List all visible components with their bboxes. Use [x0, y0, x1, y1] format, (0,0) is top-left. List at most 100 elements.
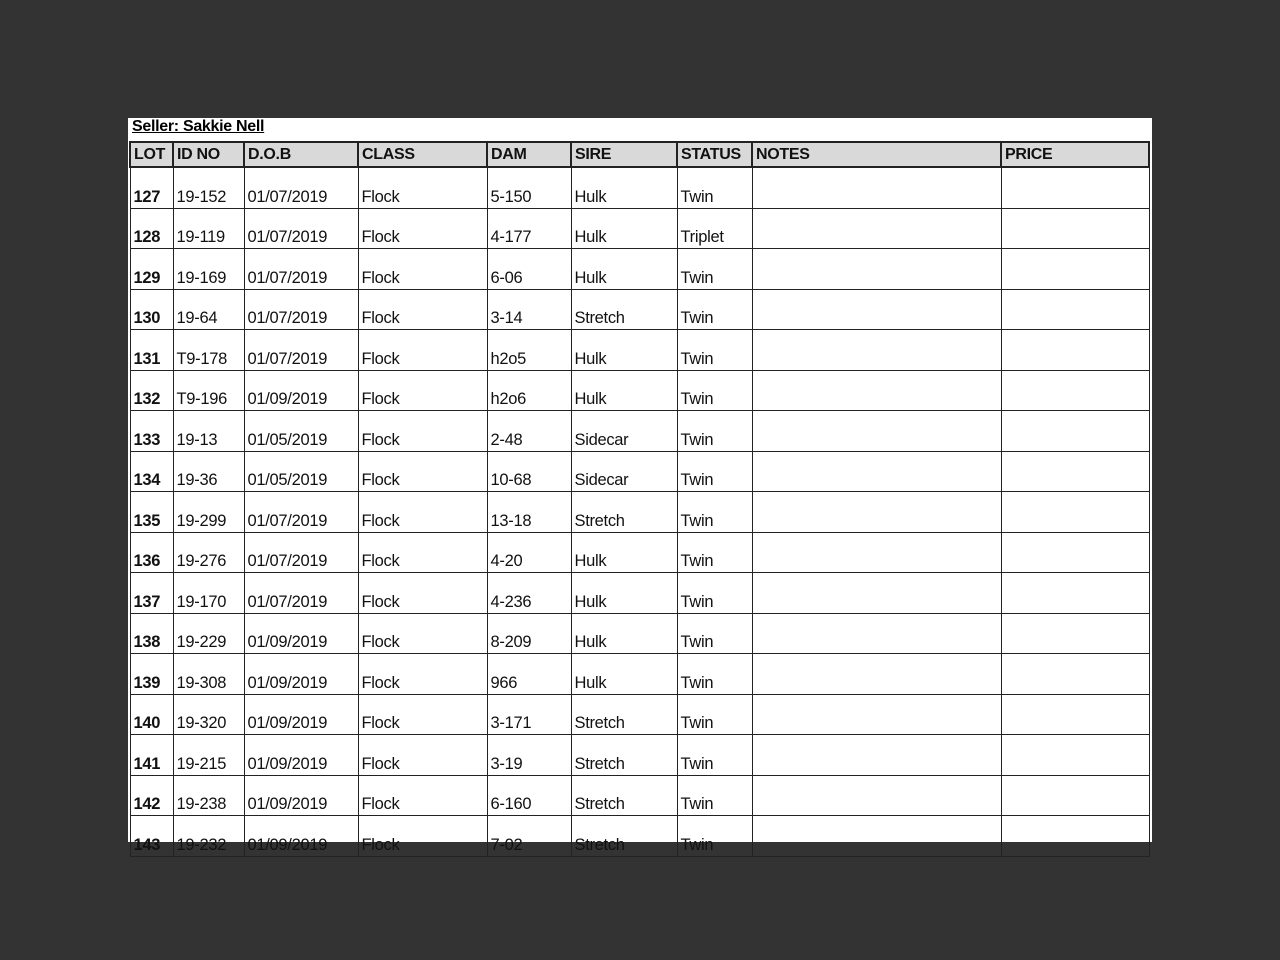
cell-dam: 966 — [486, 653, 572, 695]
cell-sire: Stretch — [570, 734, 678, 776]
cell-sire: Hulk — [570, 369, 678, 411]
cell-lot: 136 — [129, 531, 174, 573]
cell-status: Twin — [676, 288, 753, 330]
cell-lot: 127 — [129, 166, 174, 209]
cell-status: Twin — [676, 410, 753, 452]
cell-dob: 01/07/2019 — [243, 329, 359, 371]
cell-sire: Stretch — [570, 288, 678, 330]
cell-class: Flock — [357, 329, 488, 371]
cell-status: Twin — [676, 734, 753, 776]
cell-dob: 01/09/2019 — [243, 653, 359, 695]
cell-sire: Sidecar — [570, 450, 678, 492]
cell-id-no: 19-64 — [172, 288, 245, 330]
cell-notes — [751, 572, 1002, 614]
cell-class: Flock — [357, 207, 488, 249]
cell-class: Flock — [357, 166, 488, 209]
cell-dob: 01/07/2019 — [243, 166, 359, 209]
cell-dam: h2o5 — [486, 329, 572, 371]
cell-price — [1000, 531, 1150, 573]
cell-dob: 01/07/2019 — [243, 288, 359, 330]
cell-dam: 10-68 — [486, 450, 572, 492]
cell-lot: 143 — [129, 815, 174, 857]
cell-class: Flock — [357, 612, 488, 654]
column-header-status: STATUS — [676, 141, 753, 168]
cell-sire: Hulk — [570, 531, 678, 573]
cell-price — [1000, 491, 1150, 533]
cell-sire: Stretch — [570, 693, 678, 735]
cell-status: Twin — [676, 612, 753, 654]
cell-dob: 01/09/2019 — [243, 369, 359, 411]
cell-status: Twin — [676, 653, 753, 695]
cell-status: Twin — [676, 450, 753, 492]
table-row: 130 19-64 01/07/2019 Flock 3-14 Stretch Twin — [129, 288, 1150, 330]
cell-notes — [751, 410, 1002, 452]
table-row: 139 19-308 01/09/2019 Flock 966 Hulk Twin — [129, 653, 1150, 695]
cell-dam: 7-02 — [486, 815, 572, 857]
cell-lot: 137 — [129, 572, 174, 614]
cell-dam: 4-20 — [486, 531, 572, 573]
table-row: 136 19-276 01/07/2019 Flock 4-20 Hulk Twin — [129, 531, 1150, 573]
cell-price — [1000, 410, 1150, 452]
cell-dam: 8-209 — [486, 612, 572, 654]
cell-status: Twin — [676, 815, 753, 857]
cell-status: Twin — [676, 693, 753, 735]
column-header-notes: NOTES — [751, 141, 1002, 168]
cell-dob: 01/09/2019 — [243, 774, 359, 816]
cell-id-no: 19-215 — [172, 734, 245, 776]
cell-status: Twin — [676, 248, 753, 290]
cell-id-no: 19-169 — [172, 248, 245, 290]
cell-status: Twin — [676, 369, 753, 411]
cell-notes — [751, 491, 1002, 533]
cell-id-no: 19-229 — [172, 612, 245, 654]
cell-price — [1000, 774, 1150, 816]
cell-class: Flock — [357, 572, 488, 614]
cell-dob: 01/09/2019 — [243, 693, 359, 735]
table-row: 134 19-36 01/05/2019 Flock 10-68 Sidecar Twin — [129, 450, 1150, 492]
column-header-class: CLASS — [357, 141, 488, 168]
column-header-sire: SIRE — [570, 141, 678, 168]
cell-dam: 2-48 — [486, 410, 572, 452]
cell-class: Flock — [357, 248, 488, 290]
table-row: 129 19-169 01/07/2019 Flock 6-06 Hulk Twin — [129, 248, 1150, 290]
cell-notes — [751, 612, 1002, 654]
cell-dob: 01/05/2019 — [243, 450, 359, 492]
cell-dam: 6-160 — [486, 774, 572, 816]
cell-dam: 4-236 — [486, 572, 572, 614]
cell-id-no: 19-276 — [172, 531, 245, 573]
cell-dam: 5-150 — [486, 166, 572, 209]
cell-class: Flock — [357, 774, 488, 816]
cell-sire: Hulk — [570, 653, 678, 695]
cell-dam: 3-19 — [486, 734, 572, 776]
cell-dam: 6-06 — [486, 248, 572, 290]
column-header-dob: D.O.B — [243, 141, 359, 168]
cell-lot: 134 — [129, 450, 174, 492]
cell-price — [1000, 693, 1150, 735]
table-row: 141 19-215 01/09/2019 Flock 3-19 Stretch Twin — [129, 734, 1150, 776]
cell-sire: Hulk — [570, 248, 678, 290]
cell-price — [1000, 815, 1150, 857]
cell-dam: 13-18 — [486, 491, 572, 533]
cell-price — [1000, 653, 1150, 695]
cell-lot: 133 — [129, 410, 174, 452]
table-row: 143 19-232 01/09/2019 Flock 7-02 Stretch Twin — [129, 815, 1150, 857]
cell-dob: 01/07/2019 — [243, 248, 359, 290]
cell-sire: Hulk — [570, 612, 678, 654]
cell-status: Twin — [676, 491, 753, 533]
cell-id-no: 19-36 — [172, 450, 245, 492]
cell-price — [1000, 450, 1150, 492]
document-sheet: Seller: Sakkie Nell LOT ID NO D.O.B CLASS DA… — [128, 118, 1152, 857]
cell-id-no: 19-308 — [172, 653, 245, 695]
cell-notes — [751, 166, 1002, 209]
table-row: 137 19-170 01/07/2019 Flock 4-236 Hulk Twin — [129, 572, 1150, 614]
cell-dam: 3-171 — [486, 693, 572, 735]
cell-id-no: 19-238 — [172, 774, 245, 816]
table-row: 140 19-320 01/09/2019 Flock 3-171 Stretch Twin — [129, 693, 1150, 735]
table-row: 131 T9-178 01/07/2019 Flock h2o5 Hulk Twin — [129, 329, 1150, 371]
cell-class: Flock — [357, 653, 488, 695]
cell-status: Twin — [676, 774, 753, 816]
cell-sire: Sidecar — [570, 410, 678, 452]
cell-id-no: 19-170 — [172, 572, 245, 614]
cell-notes — [751, 369, 1002, 411]
table-row: 127 19-152 01/07/2019 Flock 5-150 Hulk Twin — [129, 166, 1150, 209]
table-row: 142 19-238 01/09/2019 Flock 6-160 Stretch Twin — [129, 774, 1150, 816]
